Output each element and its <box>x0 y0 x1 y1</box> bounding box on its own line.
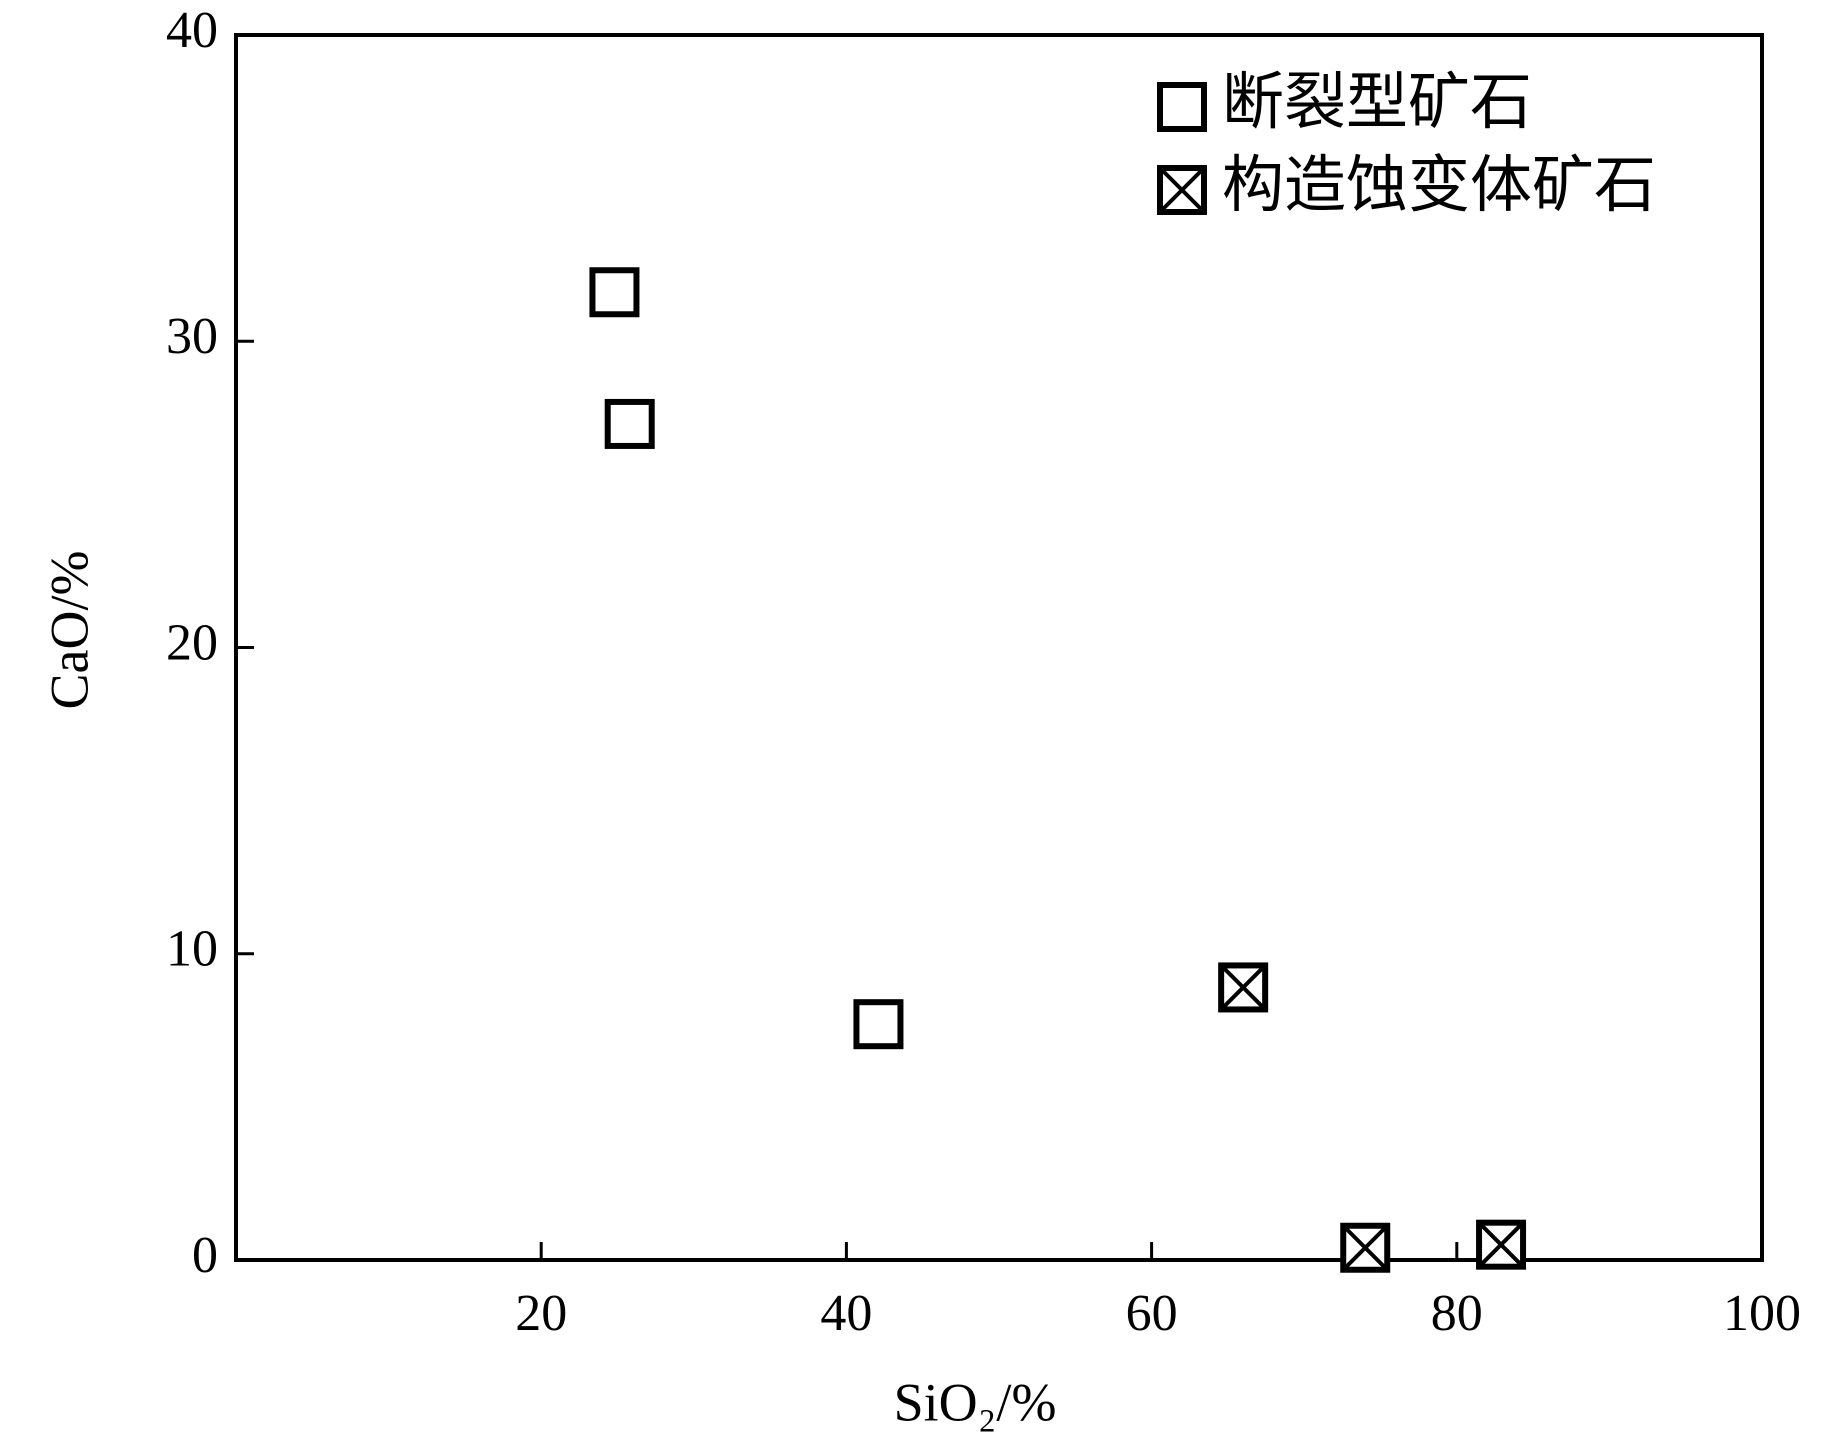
point <box>853 999 904 1050</box>
point-cross <box>1477 1221 1525 1269</box>
y-tick-label: 40 <box>166 2 218 59</box>
point <box>604 398 655 449</box>
point <box>1218 962 1269 1013</box>
point <box>1476 1219 1527 1270</box>
point-box <box>604 398 655 449</box>
y-tick-label: 0 <box>192 1227 218 1284</box>
legend-marker-box <box>1157 82 1207 132</box>
legend-label: 断裂型矿石 <box>1222 69 1532 137</box>
x-tick-label: 80 <box>1431 1285 1483 1342</box>
x-axis-label: SiO₂/% <box>894 1372 1057 1432</box>
x-tick-label: 100 <box>1723 1285 1801 1342</box>
y-tick-label: 10 <box>166 921 218 978</box>
legend-label: 构造蚀变体矿石 <box>1222 152 1656 220</box>
y-tick-label: 30 <box>166 308 218 365</box>
legend-marker <box>1157 165 1207 215</box>
legend-marker <box>1157 82 1207 132</box>
point-cross <box>1341 1224 1389 1272</box>
x-tick-label: 60 <box>1126 1285 1178 1342</box>
y-axis-label: CaO/% <box>39 551 99 710</box>
point <box>1340 1222 1391 1273</box>
point <box>589 267 640 318</box>
legend-marker-cross <box>1158 166 1206 214</box>
x-tick-label: 40 <box>820 1285 872 1342</box>
point-cross <box>1219 964 1267 1011</box>
point-box <box>589 267 640 318</box>
x-tick-label: 20 <box>515 1285 567 1342</box>
y-tick-label: 20 <box>166 614 218 671</box>
point-box <box>853 999 904 1050</box>
